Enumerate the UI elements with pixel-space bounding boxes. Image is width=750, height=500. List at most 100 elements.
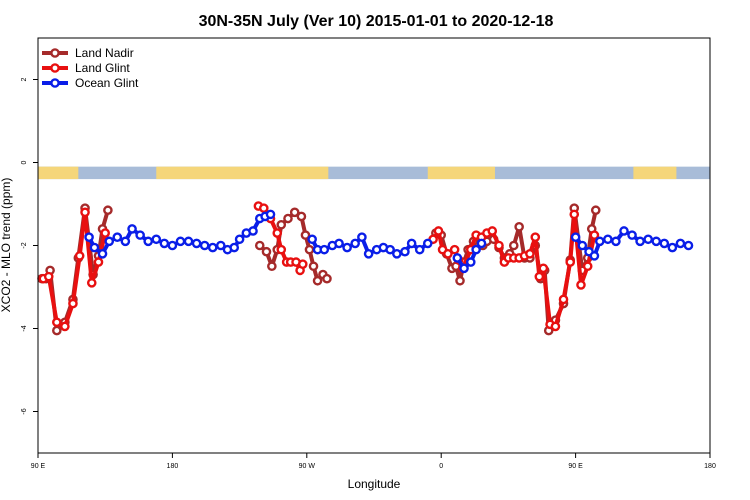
series-line xyxy=(42,204,597,329)
x-axis: 90 E 180 90 W 0 90 E 180 xyxy=(31,453,716,470)
plot-area xyxy=(37,37,711,454)
series-line xyxy=(42,206,598,333)
data-point xyxy=(452,253,463,263)
data-point xyxy=(635,236,645,247)
data-point xyxy=(296,211,307,222)
data-point xyxy=(248,226,258,236)
data-point xyxy=(569,209,580,220)
land-band-segment xyxy=(427,166,495,180)
data-point xyxy=(514,222,524,232)
data-point xyxy=(254,240,265,251)
data-point xyxy=(289,207,300,218)
data-point xyxy=(68,298,78,309)
data-point xyxy=(342,242,352,253)
data-point xyxy=(589,251,600,261)
data-point xyxy=(191,238,202,249)
data-point xyxy=(93,257,104,267)
data-point xyxy=(112,232,123,242)
data-point xyxy=(300,230,311,240)
data-point xyxy=(199,240,210,251)
data-point xyxy=(414,244,425,255)
legend-marker xyxy=(50,63,60,73)
land-band-segment xyxy=(38,166,79,180)
data-point xyxy=(215,240,226,251)
data-point xyxy=(229,242,240,253)
data-point xyxy=(363,248,374,259)
data-point xyxy=(455,275,465,286)
data-point xyxy=(550,321,561,332)
series-land-nadir xyxy=(37,203,601,336)
data-point xyxy=(476,238,487,249)
data-point xyxy=(135,230,145,240)
data-point xyxy=(143,236,154,247)
data-point xyxy=(104,236,115,247)
data-point xyxy=(494,240,504,251)
data-point xyxy=(582,261,593,272)
data-point xyxy=(297,259,308,269)
data-point xyxy=(406,238,417,249)
y-axis: 2 0 -2 -4 -6 xyxy=(21,77,38,415)
ocean-band xyxy=(38,166,710,180)
data-point xyxy=(558,294,569,305)
data-point xyxy=(627,230,637,240)
data-point xyxy=(307,234,317,245)
x-axis-label: Longitude xyxy=(348,477,401,491)
data-point xyxy=(534,271,545,282)
data-point xyxy=(84,232,94,242)
data-point xyxy=(283,213,293,224)
data-point xyxy=(276,244,287,255)
legend-label: Land Glint xyxy=(75,61,130,75)
land-ocean-band xyxy=(38,166,710,180)
data-point xyxy=(619,226,629,236)
data-point xyxy=(319,244,330,255)
data-point xyxy=(576,280,586,290)
data-point xyxy=(103,205,113,216)
data-point xyxy=(127,224,137,234)
data-point xyxy=(151,234,162,245)
data-point xyxy=(538,263,549,274)
data-point xyxy=(459,263,469,274)
data-point xyxy=(471,244,481,255)
legend-item: Ocean Glint xyxy=(42,76,139,90)
x-tick-label: 0 xyxy=(439,463,443,470)
y-tick-label: 0 xyxy=(21,160,28,164)
y-axis-label: XCO2 - MLO trend (ppm) xyxy=(0,178,13,313)
data-point xyxy=(183,236,194,247)
legend-marker xyxy=(50,78,60,88)
legend-item: Land Glint xyxy=(42,61,130,75)
data-point xyxy=(52,317,62,328)
legend-label: Ocean Glint xyxy=(75,76,139,90)
y-tick-label: 2 xyxy=(21,77,28,81)
data-point xyxy=(683,240,694,251)
data-point xyxy=(590,205,601,216)
legend-marker xyxy=(50,48,60,58)
data-point xyxy=(400,246,410,257)
land-band-segment xyxy=(633,166,677,180)
series-layer xyxy=(37,201,694,336)
data-point xyxy=(603,234,613,245)
data-point xyxy=(100,228,110,238)
data-point xyxy=(392,248,402,259)
y-tick-label: -4 xyxy=(21,325,28,331)
data-point xyxy=(594,236,605,247)
data-point xyxy=(308,261,319,272)
series-land-glint xyxy=(38,201,600,332)
data-point xyxy=(52,325,62,336)
y-tick-label: -6 xyxy=(21,408,28,414)
data-point xyxy=(97,248,108,259)
data-point xyxy=(659,238,670,249)
data-point xyxy=(508,240,519,251)
data-point xyxy=(312,275,323,286)
legend-label: Land Nadir xyxy=(75,46,134,60)
data-point xyxy=(265,209,276,220)
data-point xyxy=(675,238,686,249)
series-ocean-glint xyxy=(84,209,694,274)
data-point xyxy=(433,226,444,236)
chart-title: 30N-35N July (Ver 10) 2015-01-01 to 2020… xyxy=(199,13,554,30)
data-point xyxy=(643,234,653,245)
data-point xyxy=(577,240,588,251)
data-point xyxy=(570,232,581,242)
legend-item: Land Nadir xyxy=(42,46,134,60)
x-tick-label: 180 xyxy=(704,463,716,470)
